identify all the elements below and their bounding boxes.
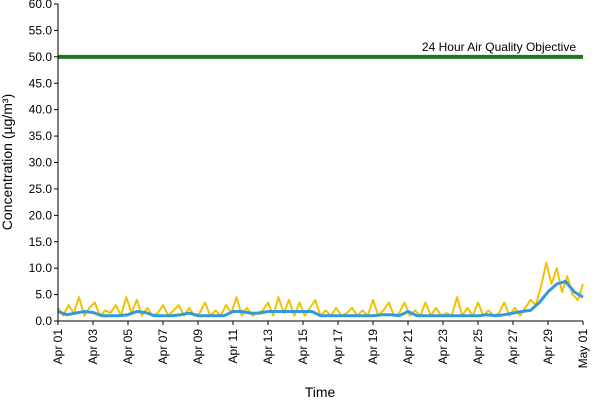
- y-tick-label: 15.0: [29, 235, 53, 249]
- y-tick-label: 45.0: [29, 76, 53, 90]
- y-tick-label: 55.0: [29, 23, 53, 37]
- series-line-1: [57, 261, 584, 317]
- y-tick-label: 5.0: [35, 288, 52, 302]
- x-tick-label: Apr 15: [296, 329, 310, 365]
- x-tick-label: Apr 17: [331, 329, 345, 365]
- x-tick-label: Apr 11: [226, 329, 240, 364]
- x-tick-label: Apr 05: [121, 329, 135, 365]
- y-tick-label: 30.0: [29, 156, 53, 170]
- y-tick-label: 40.0: [29, 103, 53, 117]
- axes-layer: 0.0 5.0 10.0 15.0 20.0 25.0 30.0 35.0 40.0 45.0 50…: [29, 0, 590, 368]
- y-tick-label: 0.0: [35, 314, 52, 328]
- y-axis-title: Concentration (µg/m³): [0, 94, 15, 230]
- y-tick-label: 25.0: [29, 182, 53, 196]
- reference-line-label: 24 Hour Air Quality Objective: [422, 40, 576, 54]
- series-line-2: [57, 279, 584, 318]
- x-tick-label: Apr 27: [506, 329, 520, 365]
- x-tick-label: Apr 19: [366, 329, 380, 365]
- y-tick-label: 20.0: [29, 208, 53, 222]
- x-tick-label: Apr 03: [86, 329, 100, 365]
- y-tick-label: 60.0: [29, 0, 53, 11]
- x-tick-label: Apr 07: [156, 329, 170, 365]
- x-tick-label: May 01: [576, 329, 590, 369]
- x-tick-label: Apr 21: [401, 329, 415, 365]
- x-axis-title: Time: [305, 384, 336, 400]
- y-tick-label: 35.0: [29, 129, 53, 143]
- x-tick-label: Apr 09: [191, 329, 205, 365]
- x-tick-label: Apr 23: [436, 329, 450, 365]
- x-tick-label: Apr 13: [261, 329, 275, 365]
- y-tick-label: 50.0: [29, 50, 53, 64]
- x-tick-label: Apr 25: [471, 329, 485, 365]
- x-tick-label: Apr 01: [51, 329, 65, 365]
- x-tick-label: Apr 29: [541, 329, 555, 365]
- y-tick-label: 10.0: [29, 261, 53, 275]
- series-layer: [57, 261, 584, 318]
